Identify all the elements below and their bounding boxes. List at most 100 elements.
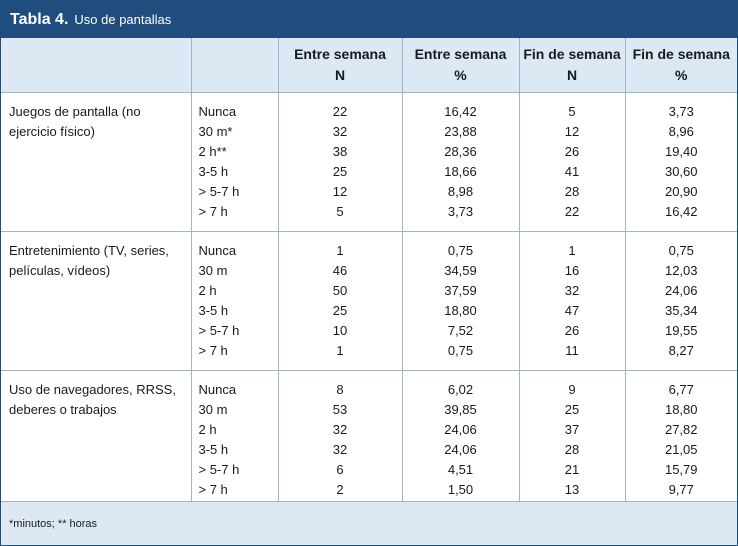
table-row: > 5-7 h 6 4,51 21 15,79	[1, 459, 737, 480]
level-cell: 30 m	[191, 399, 279, 420]
table-row: > 5-7 h 10 7,52 26 19,55	[1, 320, 737, 341]
weekend-n-cell: 28	[519, 439, 626, 460]
weekend-pct-cell: 8,96	[668, 123, 694, 139]
weekend-n-cell: 28	[519, 181, 626, 202]
weekday-n-cell: 32	[278, 419, 403, 440]
table-row: 30 m* 32 23,88 12 8,96	[1, 121, 737, 142]
weekday-pct-cell: 7,52	[402, 320, 520, 341]
level-cell: Nunca	[191, 92, 279, 122]
table-row: 2 h** 38 28,36 26 19,40	[1, 141, 737, 162]
weekend-n-cell: 25	[519, 399, 626, 420]
weekend-pct-cell: 19,40	[664, 143, 698, 159]
header-line: Fin de semana	[523, 45, 621, 62]
weekday-pct-cell: 3,73	[402, 201, 520, 231]
header-line: N	[566, 66, 578, 83]
weekday-pct-cell: 4,51	[402, 459, 520, 480]
weekday-n-cell: 1	[278, 340, 403, 370]
weekday-pct-cell: 0,75	[402, 231, 520, 261]
level-cell: 3-5 h	[191, 300, 279, 321]
weekday-pct-cell: 16,42	[402, 92, 520, 122]
weekend-n-cell: 26	[519, 141, 626, 162]
level-cell: Nunca	[191, 370, 279, 400]
weekday-pct-cell: 24,06	[402, 439, 520, 460]
level-cell: 30 m	[191, 260, 279, 281]
table-row: Entretenimiento (TV, series, películas, …	[1, 231, 737, 370]
weekend-pct-cell: 21,05	[664, 441, 698, 457]
weekday-pct-cell: 6,02	[402, 370, 520, 400]
level-cell: > 5-7 h	[191, 181, 279, 202]
weekday-pct-cell: 37,59	[402, 280, 520, 301]
weekend-n-cell: 9	[519, 370, 626, 400]
weekday-pct-cell: 39,85	[402, 399, 520, 420]
level-cell: 30 m*	[191, 121, 279, 142]
weekend-n-cell: 47	[519, 300, 626, 321]
weekday-pct-cell: 24,06	[402, 419, 520, 440]
category-cell: Uso de navegadores, RRSS, deberes o trab…	[1, 370, 192, 509]
weekday-pct-cell: 18,66	[402, 161, 520, 182]
footnote: *minutos; ** horas	[1, 501, 737, 545]
header-cell-category	[1, 38, 191, 92]
table-row: 30 m 46 34,59 16 12,03	[1, 260, 737, 281]
weekend-pct-cell: 18,80	[664, 401, 698, 417]
weekend-pct-cell: 0,75	[668, 242, 694, 258]
weekday-n-cell: 50	[278, 280, 403, 301]
table-row: 2 h 50 37,59 32 24,06	[1, 280, 737, 301]
table-row: Uso de navegadores, RRSS, deberes o trab…	[1, 370, 737, 509]
weekday-pct-cell: 28,36	[402, 141, 520, 162]
header-cell-level	[190, 38, 278, 92]
table-row: 3-5 h 25 18,80 47 35,34	[1, 300, 737, 321]
weekday-n-cell: 25	[278, 161, 403, 182]
weekend-pct-cell: 9,77	[668, 481, 694, 497]
weekday-pct-cell: 0,75	[402, 340, 520, 370]
weekend-pct-cell: 19,55	[664, 322, 698, 338]
weekend-pct-cell: 24,06	[664, 282, 698, 298]
category-cell: Entretenimiento (TV, series, películas, …	[1, 231, 192, 370]
weekday-pct-cell: 18,80	[402, 300, 520, 321]
weekday-n-cell: 8	[278, 370, 403, 400]
header-cell-weekday-pct: Entre semana %	[401, 38, 519, 92]
weekend-n-cell: 1	[519, 231, 626, 261]
weekend-pct-cell: 12,03	[664, 262, 698, 278]
weekend-n-cell: 37	[519, 419, 626, 440]
header-row: Entre semana N Entre semana % Fin de sem…	[1, 38, 737, 92]
weekend-pct-cell: 6,77	[668, 381, 694, 397]
weekday-n-cell: 5	[278, 201, 403, 231]
table-title-bar: Tabla 4. Uso de pantallas	[1, 1, 737, 38]
level-cell: 2 h	[191, 419, 279, 440]
header-cell-weekend-pct: Fin de semana %	[624, 38, 737, 92]
level-cell: Nunca	[191, 231, 279, 261]
level-cell: > 7 h	[191, 340, 279, 370]
level-cell: 2 h	[191, 280, 279, 301]
table-group: Entretenimiento (TV, series, películas, …	[1, 231, 737, 370]
weekend-n-cell: 26	[519, 320, 626, 341]
weekday-n-cell: 32	[278, 121, 403, 142]
weekday-n-cell: 25	[278, 300, 403, 321]
weekday-n-cell: 22	[278, 92, 403, 122]
weekday-n-cell: 53	[278, 399, 403, 420]
weekday-pct-cell: 23,88	[402, 121, 520, 142]
weekday-n-cell: 32	[278, 439, 403, 460]
weekend-pct-cell: 20,90	[664, 183, 698, 199]
weekday-n-cell: 12	[278, 181, 403, 202]
table-group: Juegos de pantalla (no ejercicio físico)…	[1, 92, 737, 231]
weekend-n-cell: 16	[519, 260, 626, 281]
weekend-pct-cell: 30,60	[664, 163, 698, 179]
category-cell: Juegos de pantalla (no ejercicio físico)	[1, 92, 192, 231]
weekday-n-cell: 1	[278, 231, 403, 261]
weekday-n-cell: 46	[278, 260, 403, 281]
header-cell-weekend-n: Fin de semana N	[518, 38, 625, 92]
level-cell: 3-5 h	[191, 161, 279, 182]
level-cell: > 5-7 h	[191, 320, 279, 341]
table-row: > 7 h 1 0,75 11 8,27	[1, 340, 737, 370]
level-cell: 3-5 h	[191, 439, 279, 460]
table-row: > 5-7 h 12 8,98 28 20,90	[1, 181, 737, 202]
header-line: Entre semana	[294, 45, 386, 62]
weekend-pct-cell: 15,79	[664, 461, 698, 477]
table-title: Uso de pantallas	[74, 12, 172, 27]
weekend-n-cell: 11	[519, 340, 626, 370]
table-row: Juegos de pantalla (no ejercicio físico)…	[1, 92, 737, 231]
level-cell: > 7 h	[191, 201, 279, 231]
header-line: Entre semana	[414, 45, 507, 62]
weekday-n-cell: 10	[278, 320, 403, 341]
